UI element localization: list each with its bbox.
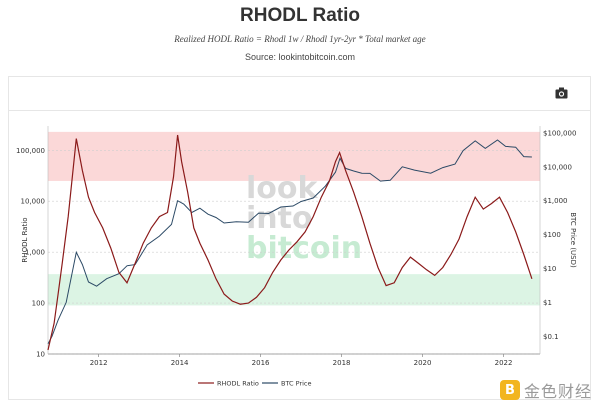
y-tick-label: 10,000: [21, 198, 46, 206]
chart-title: RHODL Ratio: [240, 5, 360, 26]
y2-tick-label: $10,000: [543, 163, 572, 171]
chart-frame: [8, 110, 591, 400]
y-tick-label: 100: [32, 300, 45, 308]
y-tick-label: 100,000: [16, 147, 45, 155]
camera-icon[interactable]: [555, 87, 568, 99]
y2-tick-label: $100,000: [543, 129, 576, 137]
overvalued-band: [48, 131, 540, 181]
y-axis-title: RHODL Ratio: [21, 217, 29, 262]
chart-toolbar: [8, 76, 591, 110]
y2-tick-label: $0.1: [543, 333, 559, 341]
x-tick-label: 2012: [90, 359, 108, 367]
legend-label-btc: BTC Price: [281, 380, 312, 388]
chart-subtitle: Realized HODL Ratio = Rhodl 1w / Rhodl 1…: [174, 34, 426, 44]
x-tick-label: 2018: [333, 359, 351, 367]
y2-tick-label: $1,000: [543, 197, 568, 205]
publisher-name: 金色财经: [523, 382, 592, 401]
chart-source: Source: lookintobitcoin.com: [244, 52, 356, 62]
legend-label-rhodl: RHODL Ratio: [217, 380, 259, 388]
y2-tick-label: $10: [543, 265, 556, 273]
x-tick-label: 2020: [414, 359, 432, 367]
watermark-line3: bitcoin: [246, 231, 362, 266]
undervalued-band: [48, 274, 540, 306]
rhodl-ratio-line: [47, 134, 533, 351]
y2-tick-label: $1: [543, 299, 552, 307]
x-tick-label: 2022: [495, 359, 513, 367]
btc-price-line: [47, 139, 532, 345]
x-tick-label: 2016: [252, 359, 270, 367]
y-tick-label: 10: [36, 351, 45, 359]
publisher-badge: B 金色财经: [499, 378, 592, 402]
x-tick-label: 2014: [171, 359, 189, 367]
y-tick-label: 1,000: [25, 249, 45, 257]
publisher-logo-icon: B: [499, 380, 520, 400]
watermark-line2: into: [246, 201, 313, 236]
y2-tick-label: $100: [543, 231, 561, 239]
y2-axis-title: BTC Price (USD): [569, 212, 577, 268]
